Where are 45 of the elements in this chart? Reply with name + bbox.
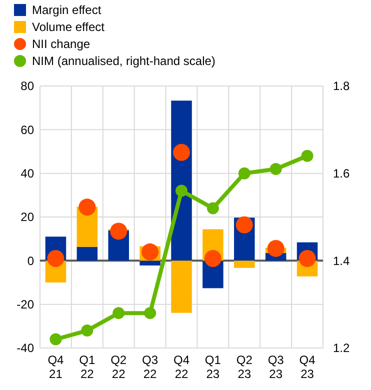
point: [78, 198, 96, 216]
x-tick-label: Q3 22: [142, 353, 158, 381]
x-tick-label: Q2 23: [236, 353, 253, 381]
y-tick-label: -20: [16, 298, 34, 312]
point: [50, 333, 62, 346]
point: [47, 250, 64, 267]
bar: [234, 260, 255, 268]
point: [173, 144, 190, 161]
point: [112, 307, 125, 320]
y2-tick-label: 1.4: [333, 254, 350, 268]
y-tick-label: -40: [16, 341, 34, 356]
point: [301, 150, 314, 162]
y2-tick-label: 1.6: [333, 166, 350, 181]
bar: [76, 246, 98, 261]
legend-label: NII change: [32, 37, 90, 52]
y2-tick-label: 1.8: [333, 79, 350, 94]
y-tick-label: 0: [27, 254, 34, 268]
y-tick-label: 20: [20, 210, 34, 224]
legend-label: NIM (annualised, right-hand scale): [32, 54, 216, 68]
x-tick-label: Q1 23: [204, 353, 222, 381]
point: [81, 324, 94, 337]
legend-label: Margin effect: [32, 3, 102, 18]
bar: [140, 260, 160, 266]
x-tick-label: Q4 23: [299, 353, 316, 381]
bar: [171, 260, 192, 313]
y-tick-label: 60: [20, 122, 34, 137]
point: [142, 243, 159, 260]
point: [236, 216, 253, 234]
x-tick-label: Q4 21: [48, 353, 64, 381]
x-tick-label: Q4 22: [173, 353, 190, 381]
x-tick-label: Q1 22: [79, 353, 96, 381]
point: [110, 222, 128, 240]
point: [267, 240, 284, 257]
y-tick-label: 80: [20, 79, 34, 94]
point: [144, 307, 156, 320]
x-tick-label: Q2 22: [110, 353, 127, 381]
point: [206, 202, 219, 214]
y-tick-label: 40: [20, 166, 34, 181]
y2-tick-label: 1.2: [333, 341, 350, 356]
point: [176, 184, 188, 197]
legend-label: Volume effect: [32, 20, 106, 34]
point: [238, 167, 250, 180]
point: [270, 162, 282, 175]
x-tick-label: Q3 23: [268, 353, 284, 381]
point: [204, 250, 222, 267]
